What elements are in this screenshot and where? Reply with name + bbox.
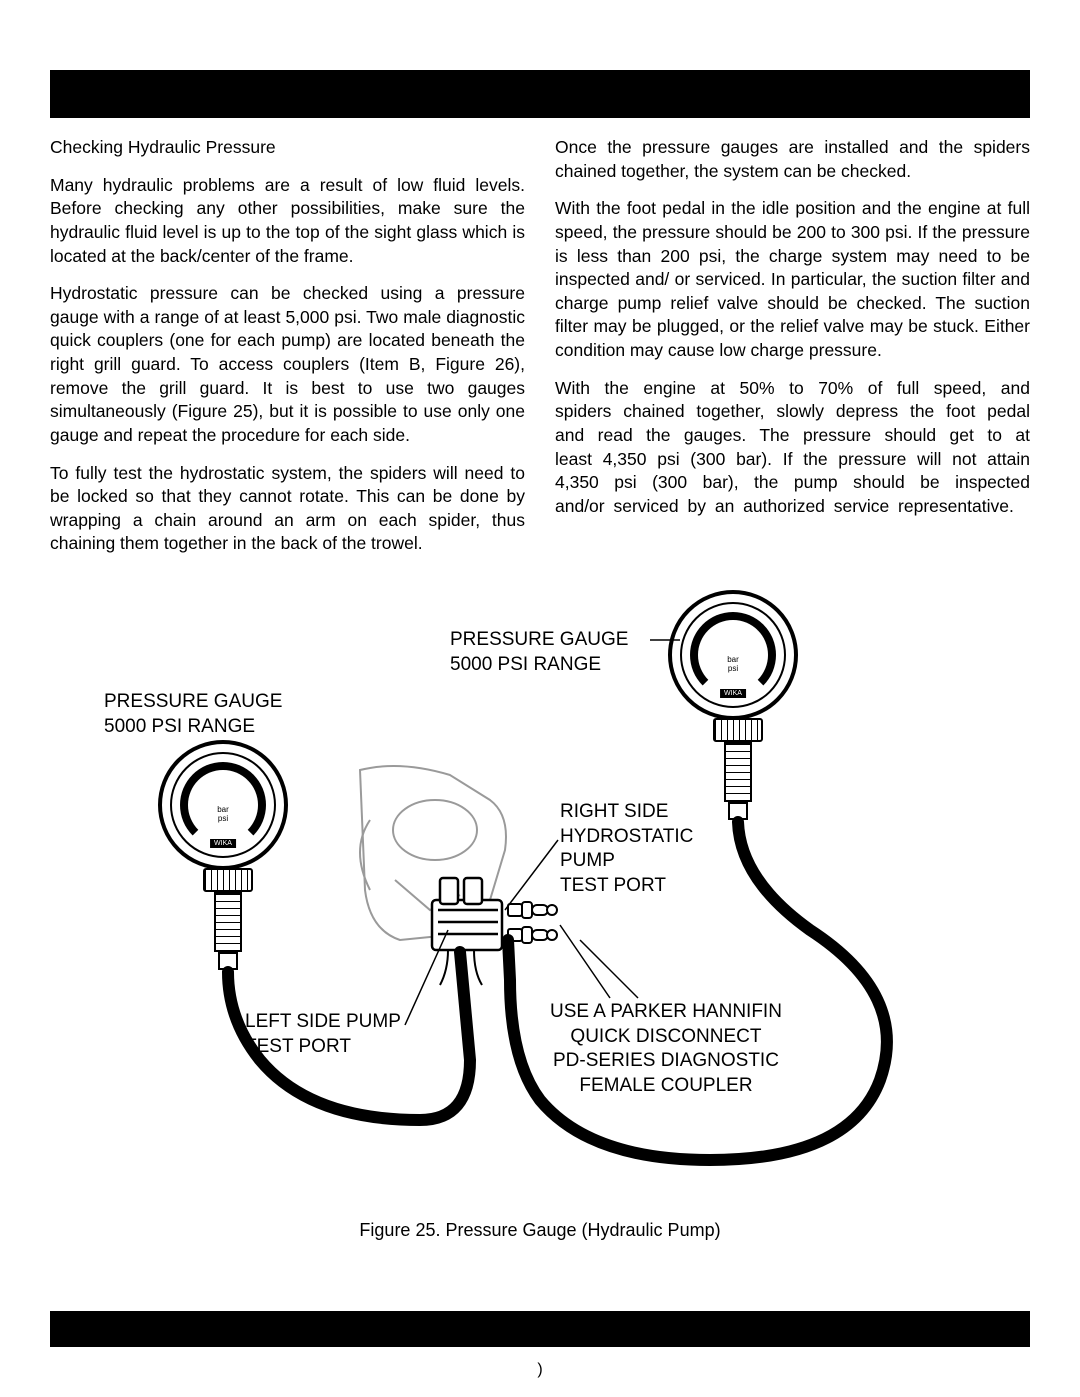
leader-lines xyxy=(50,580,1030,1220)
page-number: ) xyxy=(50,1361,1030,1379)
footer-bar xyxy=(50,1311,1030,1347)
paragraph: Once the pressure gauges are installed a… xyxy=(555,136,1030,183)
page: Checking Hydraulic Pressure Many hydraul… xyxy=(50,0,1030,1379)
paragraph: Many hydraulic problems are a result of … xyxy=(50,174,525,269)
paragraph: With the foot pedal in the idle position… xyxy=(555,197,1030,362)
paragraph: Hydrostatic pressure can be checked usin… xyxy=(50,282,525,447)
right-column: Once the pressure gauges are installed a… xyxy=(555,136,1030,570)
paragraph: To fully test the hydrostatic system, th… xyxy=(50,462,525,557)
left-column: Checking Hydraulic Pressure Many hydraul… xyxy=(50,136,525,570)
paragraph: With the engine at 50% to 70% of full sp… xyxy=(555,377,1030,519)
header-bar xyxy=(50,70,1030,118)
section-subtitle: Checking Hydraulic Pressure xyxy=(50,136,525,160)
figure-caption: Figure 25. Pressure Gauge (Hydraulic Pum… xyxy=(50,1220,1030,1241)
body-columns: Checking Hydraulic Pressure Many hydraul… xyxy=(50,136,1030,570)
figure-25: PRESSURE GAUGE 5000 PSI RANGE PRESSURE G… xyxy=(50,580,1030,1220)
